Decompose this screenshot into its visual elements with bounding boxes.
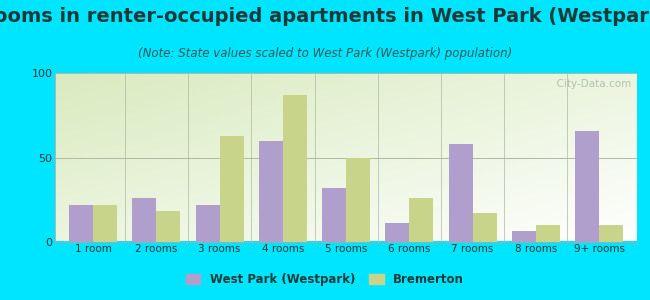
Bar xyxy=(385,223,410,242)
Bar xyxy=(536,225,560,242)
Bar xyxy=(448,144,473,242)
Bar xyxy=(93,205,117,242)
Bar xyxy=(133,198,157,242)
Bar xyxy=(512,231,536,242)
Text: City-Data.com: City-Data.com xyxy=(550,79,631,88)
Bar xyxy=(69,205,93,242)
Bar xyxy=(599,225,623,242)
Text: (Note: State values scaled to West Park (Westpark) population): (Note: State values scaled to West Park … xyxy=(138,46,512,59)
Bar xyxy=(410,198,434,242)
Bar xyxy=(157,211,181,242)
Bar xyxy=(346,158,370,242)
Bar xyxy=(322,188,346,242)
Bar xyxy=(196,205,220,242)
Bar xyxy=(259,141,283,242)
Bar xyxy=(283,95,307,242)
Bar xyxy=(473,213,497,242)
Bar xyxy=(220,136,244,242)
Legend: West Park (Westpark), Bremerton: West Park (Westpark), Bremerton xyxy=(181,269,469,291)
Bar xyxy=(575,130,599,242)
Text: Rooms in renter-occupied apartments in West Park (Westpark): Rooms in renter-occupied apartments in W… xyxy=(0,8,650,26)
